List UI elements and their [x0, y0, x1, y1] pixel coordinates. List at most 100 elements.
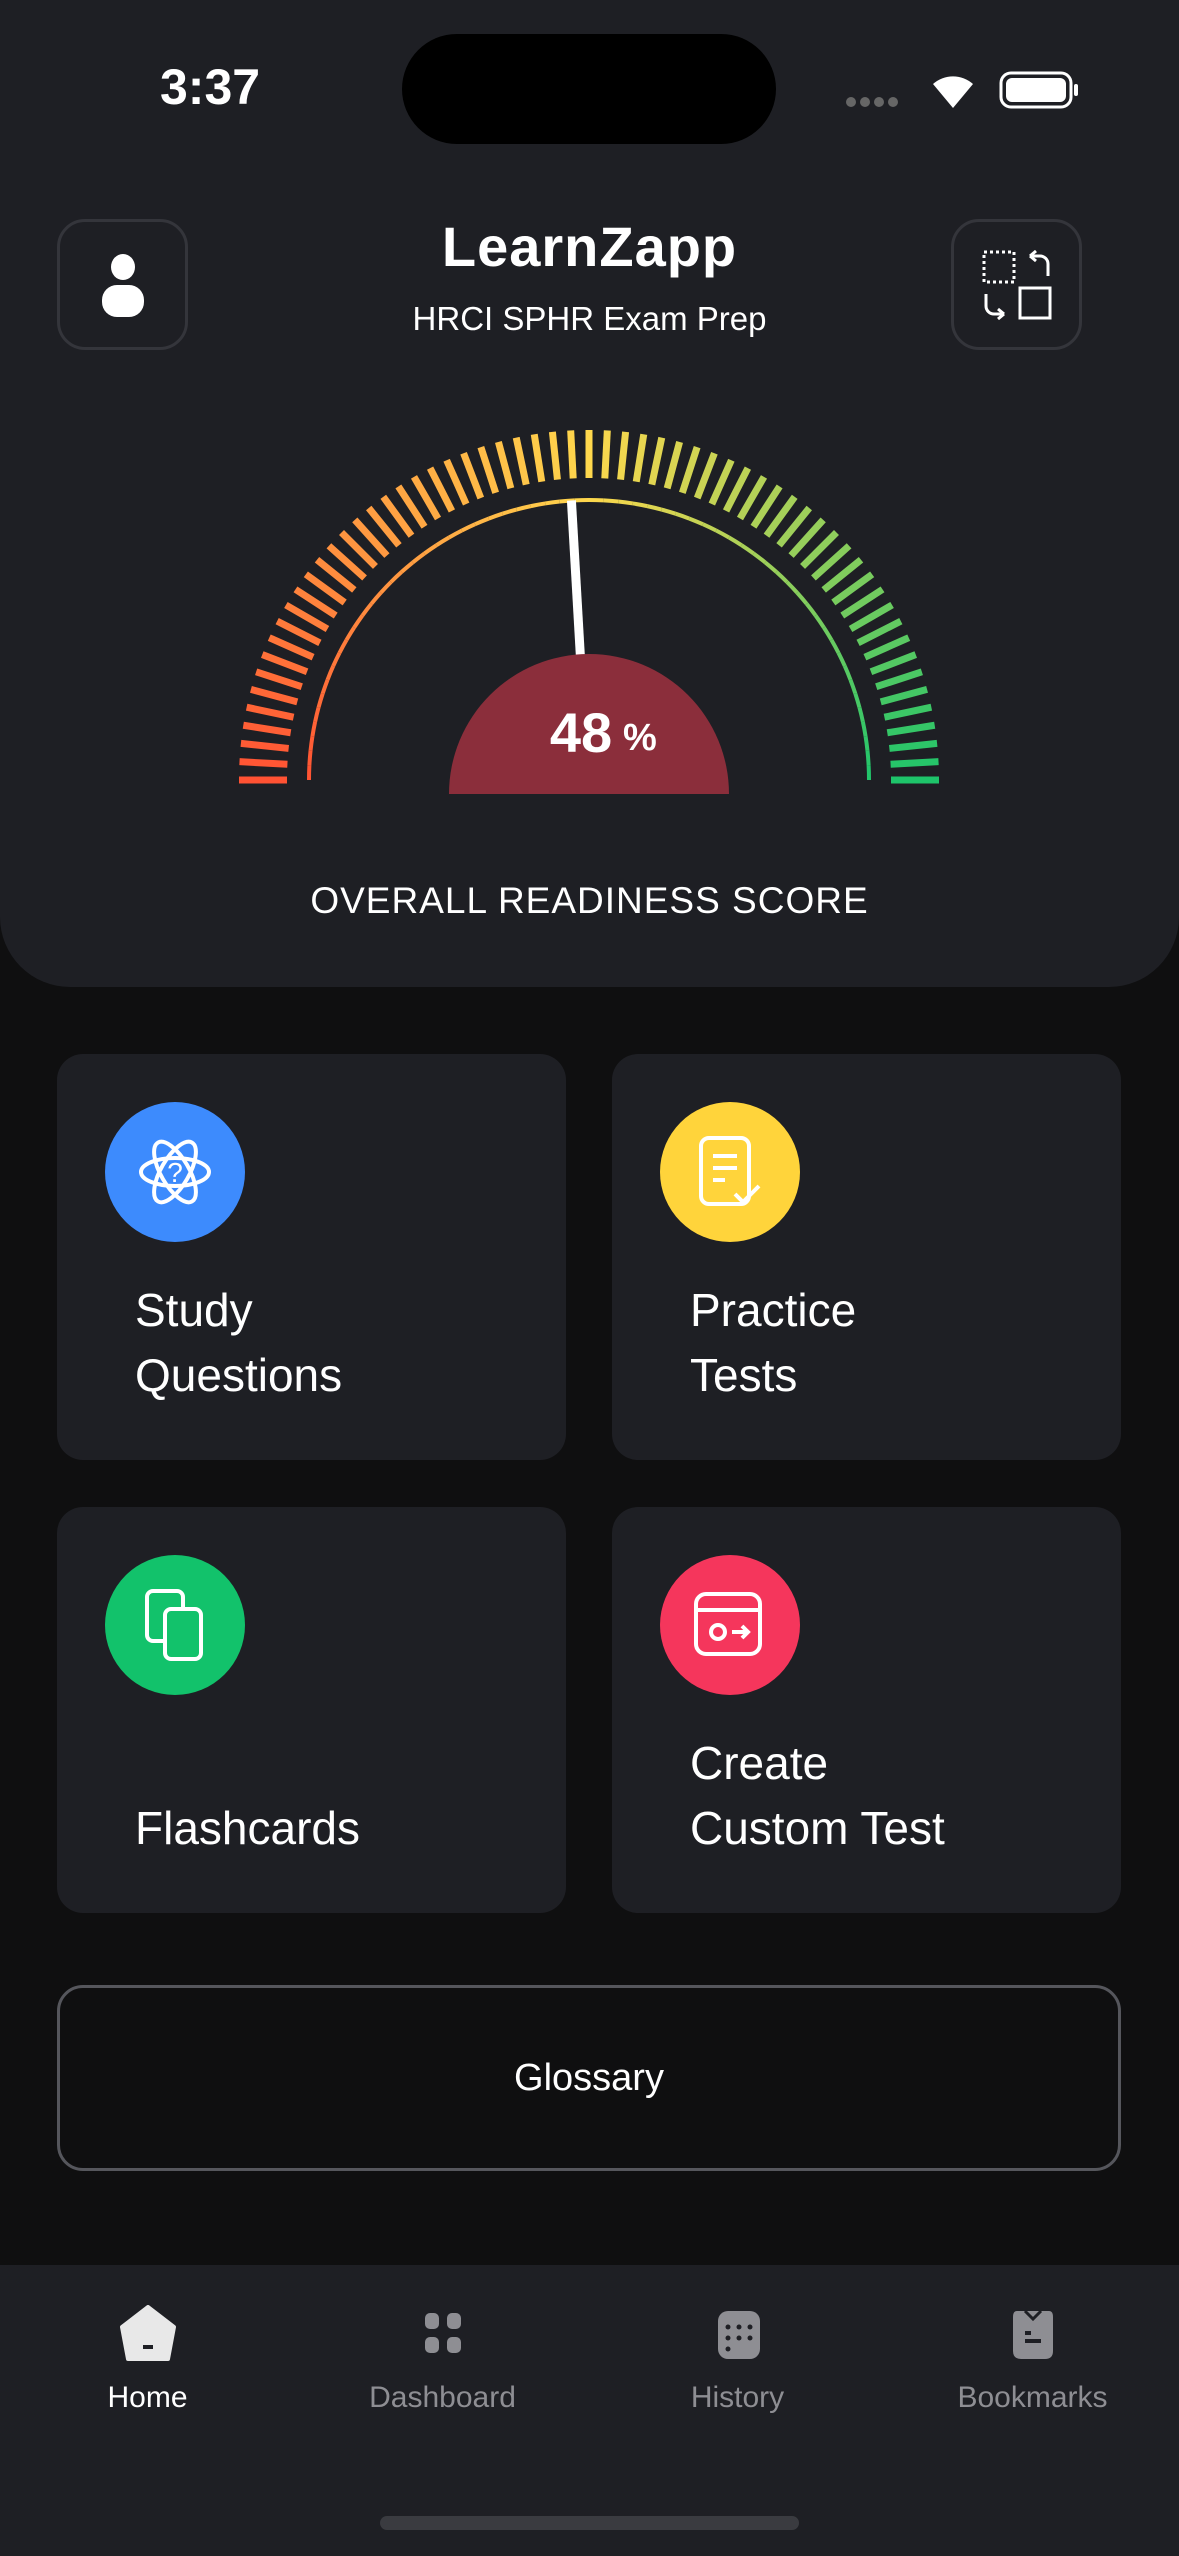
- gauge-tick: [245, 703, 295, 721]
- gauge-arc: [763, 560, 778, 574]
- gauge-arc: [660, 507, 677, 516]
- gauge-tick: [848, 601, 894, 633]
- gauge-arc: [618, 499, 634, 506]
- gauge-arc: [715, 528, 730, 540]
- atom-question-icon: ?: [105, 1102, 245, 1242]
- gauge-tick: [255, 668, 303, 691]
- gauge-arc: [822, 626, 834, 642]
- gauge-arc: [632, 501, 648, 509]
- gauge-tick: [250, 686, 299, 706]
- gauge-arc: [369, 591, 383, 606]
- gauge-arc: [646, 504, 662, 512]
- gauge-arc: [775, 570, 789, 584]
- gauge-tick: [875, 668, 923, 691]
- gauge-tick: [811, 543, 852, 581]
- gauge-tick: [648, 436, 666, 486]
- gauge-arc: [727, 535, 743, 547]
- gauge-tick: [722, 466, 752, 513]
- gauge-tick: [395, 484, 428, 529]
- gauge-tick: [303, 571, 347, 606]
- document-check-icon: [660, 1102, 800, 1242]
- gauge-tick: [750, 484, 783, 529]
- gauge-arc: [344, 626, 356, 642]
- nav-label: Home: [107, 2381, 188, 2414]
- calendar-icon: [717, 2311, 760, 2359]
- card-label: Questions: [135, 1349, 343, 1401]
- gauge-arc: [544, 499, 560, 506]
- gauge-arc: [752, 551, 767, 564]
- gauge-tick: [410, 475, 442, 521]
- gauge-arc: [740, 543, 755, 556]
- flashcards-card[interactable]: Flashcards: [57, 1507, 566, 1913]
- gauge-tick: [708, 458, 735, 506]
- gauge-arc: [474, 516, 490, 527]
- card-label: Practice: [690, 1284, 857, 1336]
- gauge-arc: [360, 602, 373, 617]
- gauge-arc: [487, 511, 504, 521]
- gauge-arc: [860, 721, 868, 737]
- score-badge: [449, 654, 729, 794]
- gauge-tick: [831, 571, 875, 606]
- switch-exam-button[interactable]: [951, 219, 1082, 350]
- gauge-tick: [293, 586, 338, 619]
- readiness-gauge: 48%: [239, 430, 939, 794]
- gauge-tick: [326, 543, 367, 581]
- gauge-arc: [423, 543, 438, 556]
- gauge-tick: [879, 686, 928, 706]
- gauge-tick: [886, 721, 936, 737]
- gauge-arc: [853, 692, 862, 709]
- gauge-tick: [530, 433, 546, 483]
- gauge-arc: [836, 651, 847, 667]
- card-label: Create: [690, 1737, 829, 1789]
- header: 3:37 LearnZapp HRCI SPHR Exam Prep 48% O…: [0, 0, 1179, 987]
- gauge-tick: [840, 586, 885, 619]
- gauge-arc: [530, 501, 546, 509]
- gauge-arc: [813, 614, 826, 629]
- gauge-tick: [788, 517, 826, 558]
- nav-home[interactable]: Home: [0, 2305, 295, 2415]
- gauge-tick: [548, 431, 561, 481]
- nav-dashboard[interactable]: Dashboard: [295, 2305, 590, 2415]
- dynamic-island: [402, 34, 776, 144]
- study-questions-card[interactable]: ? Study Questions: [57, 1054, 566, 1460]
- svg-text:?: ?: [167, 1157, 183, 1188]
- gauge-tick: [260, 651, 309, 676]
- gauge-needle: [566, 500, 586, 665]
- nav-history[interactable]: History: [590, 2305, 885, 2415]
- gauge-tick: [890, 758, 939, 768]
- bottom-nav: Home Dashboard History Bookmarks: [0, 2265, 1179, 2556]
- cards-icon: [105, 1555, 245, 1695]
- profile-button[interactable]: [57, 219, 188, 350]
- gauge-arc: [352, 614, 365, 629]
- gauge-tick: [495, 441, 515, 490]
- glossary-button[interactable]: Glossary: [57, 1985, 1121, 2171]
- gauge-tick: [888, 739, 938, 752]
- gauge-arc: [501, 507, 518, 516]
- gauge-arc: [460, 522, 476, 533]
- gauge-tick: [240, 739, 290, 752]
- gauge-tick: [821, 557, 864, 593]
- nav-bookmarks[interactable]: Bookmarks: [885, 2305, 1179, 2415]
- practice-tests-card[interactable]: Practice Tests: [612, 1054, 1121, 1460]
- gauge-tick: [678, 446, 701, 494]
- gauge-arc: [805, 602, 818, 617]
- nav-label: History: [690, 2381, 785, 2414]
- gauge-tick: [601, 430, 611, 479]
- create-custom-test-card[interactable]: Create Custom Test: [612, 1507, 1121, 1913]
- gauge-tick: [863, 634, 911, 661]
- gauge-tick: [267, 634, 315, 661]
- gauge-arc: [331, 651, 342, 667]
- gauge-tick: [663, 441, 683, 490]
- gauge-tick: [380, 494, 415, 538]
- gauge-arc: [863, 735, 870, 751]
- gauge-arc: [448, 528, 463, 540]
- gauge-tick: [856, 617, 903, 647]
- swap-icon: [982, 249, 1051, 320]
- gauge-tick: [693, 451, 718, 500]
- gauge-tick: [352, 517, 390, 558]
- nav-label: Bookmarks: [957, 2381, 1108, 2414]
- gauge-tick: [763, 494, 798, 538]
- gauge-arc: [785, 580, 799, 594]
- gauge-arc: [320, 678, 330, 695]
- card-label: Study: [135, 1284, 253, 1336]
